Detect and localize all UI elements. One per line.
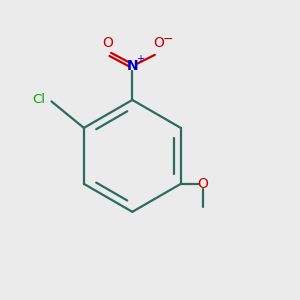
Text: N: N	[127, 59, 138, 73]
Text: O: O	[197, 177, 208, 191]
Text: Cl: Cl	[32, 93, 45, 106]
Text: −: −	[163, 32, 173, 46]
Text: O: O	[102, 37, 113, 50]
Text: +: +	[136, 54, 144, 64]
Text: O: O	[153, 37, 164, 50]
